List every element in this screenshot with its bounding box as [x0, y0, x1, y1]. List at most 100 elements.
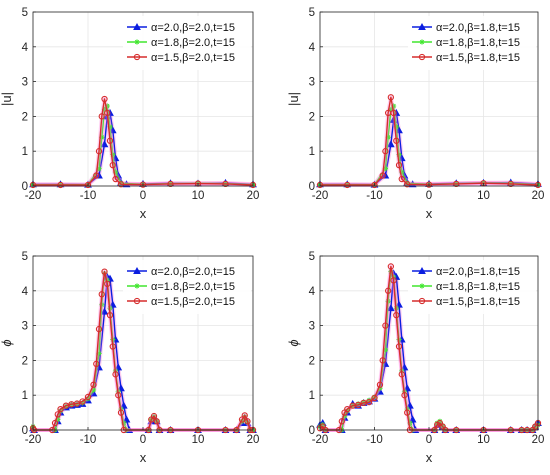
data-point [98, 291, 105, 298]
data-point [320, 422, 326, 428]
legend-entry: α=1.5,β=1.8,t=15 [436, 296, 520, 308]
legend: α=2.0,β=2.0,t=15 α=1.8,β=2.0,t=15 α=1.5,β=… [123, 16, 251, 70]
data-point [365, 399, 373, 406]
data-point [344, 181, 351, 189]
data-point [109, 161, 116, 169]
data-point [382, 322, 389, 329]
legend-entry: α=1.8,β=1.8,t=15 [436, 281, 520, 293]
data-point [379, 172, 386, 179]
data-point [393, 124, 399, 130]
x-axis-label: x [426, 450, 433, 465]
data-point [425, 181, 433, 188]
y-axis-label: ϕ [286, 339, 301, 346]
data-point [150, 412, 158, 420]
y-tick-label: 0 [22, 425, 28, 437]
data-point [395, 343, 403, 350]
y-axis-label: ϕ [0, 339, 14, 346]
data-point [408, 415, 417, 423]
legend-entry: α=1.8,β=1.8,t=15 [436, 37, 520, 49]
y-tick-label: 1 [22, 390, 28, 402]
legend-box [123, 260, 251, 314]
x-tick-label: -20 [312, 434, 329, 446]
series-line [320, 96, 539, 186]
data-point [382, 148, 389, 155]
legend-entry: α=2.0,β=2.0,t=15 [151, 22, 235, 34]
x-tick-label: 0 [426, 434, 432, 446]
data-point [361, 399, 367, 405]
legend-swatch-marker [134, 39, 140, 45]
series-line [33, 98, 254, 186]
data-point [437, 418, 443, 424]
x-tick-label: -10 [80, 190, 97, 202]
data-point [62, 402, 70, 409]
y-tick-label: 5 [22, 251, 28, 263]
data-point [104, 109, 111, 117]
data-point [371, 394, 378, 402]
legend: α=2.0,β=2.0,t=15 α=1.8,β=2.0,t=15 α=1.5,β=… [123, 260, 251, 314]
x-tick-label: 20 [532, 434, 545, 446]
x-tick-label: -20 [25, 434, 42, 446]
data-point [244, 418, 251, 425]
x-axis-label: x [140, 450, 147, 465]
x-tick-label: 20 [247, 434, 260, 446]
y-tick-label: 3 [22, 77, 28, 89]
data-point [453, 180, 460, 188]
data-point [404, 409, 411, 416]
data-point [117, 384, 125, 392]
chart-panel-bottom-right: -20 -10 0 10 20 0 1 2 3 4 5 x ϕ α=2.0,β=1.8,t=15 α=1.8… [286, 251, 544, 465]
x-tick-label: 20 [532, 190, 545, 202]
data-point [108, 300, 117, 308]
data-point [104, 280, 111, 287]
data-point [366, 397, 372, 404]
chart-panel-top-right: -20 -10 0 10 20 0 1 2 3 4 5 x |u| α=2.0,β=1.8,t=15 α=1… [286, 7, 544, 221]
data-point [117, 409, 125, 416]
x-tick-label: 10 [192, 190, 205, 202]
data-point [84, 393, 92, 401]
legend-box [408, 16, 536, 70]
legend-swatch-marker [134, 283, 140, 289]
x-tick-label: 0 [140, 190, 146, 202]
y-tick-label: 2 [22, 111, 28, 123]
series-circle [29, 95, 257, 189]
data-point [396, 152, 402, 158]
data-point [406, 401, 414, 409]
y-tick-label: 2 [309, 355, 315, 367]
x-tick-label: -10 [366, 190, 383, 202]
y-tick-label: 0 [309, 181, 315, 193]
y-axis-label: |u| [286, 92, 301, 106]
data-point [95, 148, 103, 155]
data-point [387, 263, 394, 270]
data-point [387, 94, 394, 101]
data-point [390, 103, 397, 109]
data-point [139, 181, 147, 188]
chart-panel-bottom-left: -20 -10 0 10 20 0 1 2 3 4 5 x ϕ α=2.0,β=2.0,t=15 α=1.8… [0, 251, 259, 465]
data-point [377, 385, 383, 391]
legend-entry: α=2.0,β=1.8,t=15 [436, 22, 520, 34]
legend-entry: α=1.5,β=2.0,t=15 [151, 52, 235, 64]
data-point [400, 363, 409, 371]
data-point [90, 387, 97, 393]
x-axis-label: x [426, 206, 433, 221]
data-point [399, 169, 405, 175]
data-point [238, 416, 246, 423]
data-point [404, 180, 410, 186]
data-point [407, 420, 413, 426]
data-point [239, 418, 245, 424]
data-point [73, 400, 81, 407]
data-point [54, 411, 61, 418]
y-tick-label: 0 [309, 425, 315, 437]
data-point [57, 408, 64, 414]
legend-swatch-marker [419, 283, 425, 289]
data-point [388, 106, 394, 113]
legend-box [408, 260, 536, 314]
data-point [55, 416, 61, 423]
x-tick-label: -10 [80, 434, 97, 446]
data-point [222, 180, 229, 188]
data-point [395, 161, 403, 169]
x-tick-label: 0 [140, 434, 146, 446]
x-tick-label: 10 [477, 190, 490, 202]
data-point [112, 371, 119, 378]
data-point [385, 298, 391, 304]
y-tick-label: 4 [309, 42, 316, 54]
